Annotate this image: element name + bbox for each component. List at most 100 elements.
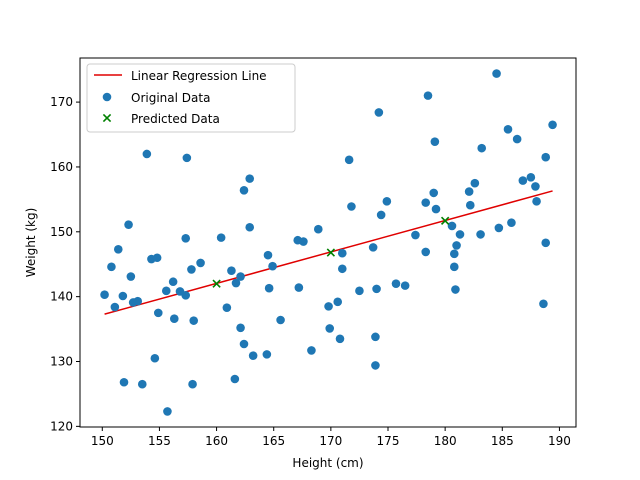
original-data-point [371, 361, 380, 370]
original-data-point [347, 202, 356, 211]
original-data-point [307, 346, 316, 355]
original-data-point [325, 324, 335, 333]
original-data-point [133, 296, 143, 306]
legend-box [86, 63, 296, 133]
original-data-point [376, 210, 386, 220]
original-data-point [324, 302, 333, 311]
original-data-point [126, 272, 136, 281]
original-data-point [541, 152, 551, 162]
original-data-point [503, 125, 513, 134]
legend-swatch-original-data [102, 92, 112, 102]
original-data-point [313, 224, 323, 234]
original-data-point [263, 250, 273, 260]
original-data-point [512, 134, 522, 144]
original-data-point [294, 283, 304, 292]
original-data-point [337, 248, 347, 258]
original-data-point [423, 91, 433, 100]
original-data-point [276, 315, 285, 325]
original-data-point [492, 69, 501, 78]
x-tick-label: 185 [491, 434, 514, 448]
original-data-point [245, 222, 255, 232]
original-data-point [452, 241, 461, 250]
original-data-point [236, 323, 245, 333]
y-tick-label: 150 [50, 225, 73, 239]
plot-area [100, 69, 557, 416]
predicted-data-point [326, 248, 336, 257]
predicted-data-point [440, 216, 450, 225]
y-tick-label: 140 [50, 290, 73, 304]
x-axis: 150 155 160 165 170 175 180 185 190 [91, 427, 571, 448]
original-data-point [531, 182, 540, 191]
original-data-point [526, 173, 536, 182]
original-data-point [268, 261, 277, 271]
original-data-point [168, 277, 178, 287]
x-tick-label: 175 [377, 434, 400, 448]
x-tick-label: 170 [319, 434, 342, 448]
original-data-point [337, 264, 347, 274]
original-data-point [100, 290, 109, 300]
original-data-point [248, 351, 258, 360]
original-data-point [451, 285, 460, 294]
original-data-point [152, 253, 162, 263]
x-tick-label: 180 [434, 434, 457, 448]
original-data-point [137, 379, 147, 389]
original-data-point [110, 302, 120, 312]
x-tick-label: 190 [548, 434, 571, 448]
original-data-point [374, 108, 384, 117]
x-tick-label: 165 [262, 434, 285, 448]
original-data-point [372, 284, 381, 294]
original-data-point [382, 197, 392, 206]
original-data-point [150, 353, 160, 363]
original-data-point [119, 377, 129, 387]
legend-label-regression-line: Linear Regression Line [131, 69, 267, 83]
original-data-point [239, 339, 249, 349]
original-data-point [124, 220, 133, 229]
original-data-point [371, 332, 380, 342]
original-data-point [245, 174, 255, 183]
original-data-point [507, 218, 516, 228]
linear-regression-line [104, 190, 553, 315]
original-data-point [142, 149, 152, 159]
original-data-point [464, 187, 474, 196]
original-data-point [299, 237, 308, 246]
original-data-point [447, 221, 457, 231]
predicted-data-point [212, 279, 221, 288]
original-data-point [548, 120, 557, 130]
original-data-point [431, 204, 441, 214]
original-data-point [494, 223, 504, 233]
original-data-point [449, 262, 459, 272]
original-data-point [518, 176, 528, 185]
original-data-point [455, 230, 465, 239]
original-data-point [187, 265, 196, 274]
x-axis-label: Height (cm) [292, 456, 363, 470]
original-data-point [430, 137, 440, 146]
original-data-point [411, 230, 420, 240]
original-data-point [333, 297, 343, 307]
original-data-point [476, 230, 485, 239]
original-data-point [230, 374, 240, 384]
original-data-point [181, 233, 191, 243]
original-data-point [113, 245, 123, 254]
original-data-point [231, 278, 241, 288]
original-data-point [368, 243, 378, 252]
original-data-point [421, 247, 431, 257]
x-tick-label: 160 [205, 434, 228, 448]
original-data-point [539, 299, 548, 309]
y-tick-label: 170 [50, 95, 73, 109]
original-data-point [335, 334, 345, 344]
original-data-point [227, 266, 236, 276]
original-data-point [239, 185, 249, 195]
original-data-point [264, 283, 274, 293]
original-data-point [391, 279, 401, 288]
original-data-point [355, 286, 364, 296]
original-data-point [449, 249, 459, 259]
original-data-point [107, 262, 116, 272]
legend-label-predicted-data: Predicted Data [131, 112, 220, 126]
x-tick-label: 155 [148, 434, 171, 448]
original-data-point [118, 291, 128, 301]
original-data-point [532, 197, 541, 206]
original-data-point [465, 200, 475, 210]
axes-frame [79, 57, 577, 428]
y-axis: 120 130 140 150 160 170 [50, 95, 80, 433]
original-data-point [541, 238, 551, 248]
